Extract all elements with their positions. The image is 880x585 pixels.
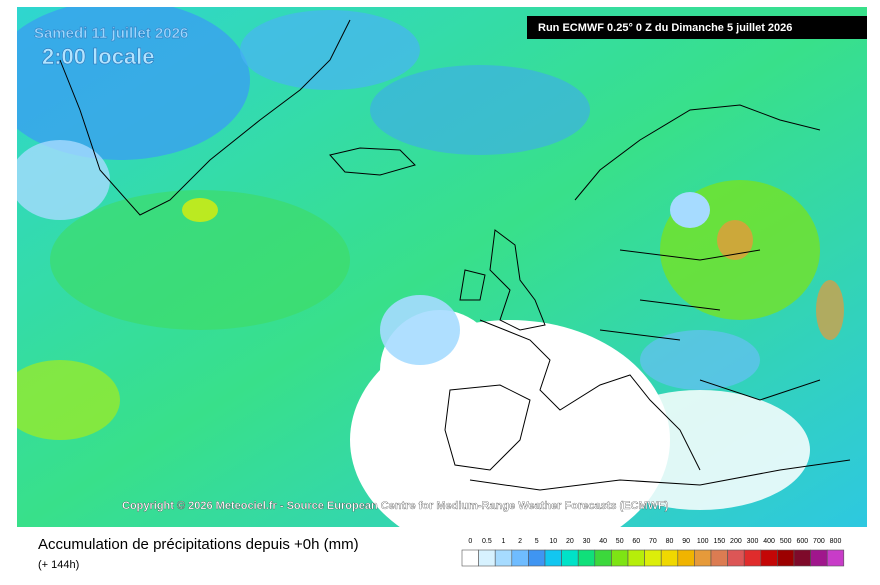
legend-swatch bbox=[561, 549, 579, 567]
legend-swatch bbox=[611, 549, 629, 567]
legend-swatch bbox=[528, 549, 546, 567]
legend-label: 40 bbox=[599, 538, 607, 545]
legend-label: 60 bbox=[632, 538, 640, 545]
map-date: Samedi 11 juillet 2026 bbox=[34, 25, 188, 42]
legend-swatch bbox=[478, 549, 496, 567]
legend-swatch bbox=[644, 549, 662, 567]
legend-label: 100 bbox=[697, 538, 709, 545]
legend-label: 150 bbox=[713, 538, 725, 545]
legend-label: 90 bbox=[682, 538, 690, 545]
legend-swatch bbox=[461, 549, 479, 567]
legend-swatch bbox=[694, 549, 712, 567]
legend-swatch bbox=[577, 549, 596, 567]
legend-swatch bbox=[511, 549, 529, 567]
legend-label: 600 bbox=[796, 538, 808, 545]
legend-swatch bbox=[777, 549, 795, 567]
legend-label: 300 bbox=[747, 538, 759, 545]
legend-label: 50 bbox=[616, 538, 624, 545]
legend-label: 400 bbox=[763, 538, 775, 545]
legend-label: 5 bbox=[535, 538, 539, 545]
legend-swatch bbox=[677, 549, 695, 567]
legend-swatch bbox=[710, 549, 728, 567]
legend-label: 80 bbox=[666, 538, 674, 545]
legend-label: 20 bbox=[566, 538, 574, 545]
copyright: Copyright © 2026 Meteociel.fr - Source E… bbox=[122, 500, 669, 512]
legend-swatch bbox=[760, 549, 778, 567]
legend-swatch bbox=[743, 549, 762, 567]
run-label-box bbox=[527, 16, 867, 39]
legend-label: 800 bbox=[830, 538, 842, 545]
legend-label: 1 bbox=[502, 538, 506, 545]
legend-swatch bbox=[793, 549, 811, 567]
legend-label: 500 bbox=[780, 538, 792, 545]
legend-swatch bbox=[627, 549, 645, 567]
legend-label: 70 bbox=[649, 538, 657, 545]
run-label: Run ECMWF 0.25° 0 Z du Dimanche 5 juille… bbox=[538, 22, 792, 34]
legend-label: 0.5 bbox=[482, 538, 492, 545]
legend-swatch bbox=[594, 549, 612, 567]
legend-swatch bbox=[494, 549, 513, 567]
caption-title: Accumulation de précipitations depuis +0… bbox=[38, 536, 359, 553]
legend-label: 700 bbox=[813, 538, 825, 545]
legend-swatch bbox=[810, 549, 828, 567]
legend: 0 0.5 1 2 5 10 20 30 40 50 60 70 80 90 100 150 200 300 400… bbox=[461, 538, 845, 567]
map-time: 2:00 locale bbox=[42, 44, 155, 69]
legend-label: 0 bbox=[468, 538, 472, 545]
legend-label: 30 bbox=[583, 538, 591, 545]
legend-swatch bbox=[727, 549, 745, 567]
legend-label: 10 bbox=[549, 538, 557, 545]
legend-swatch bbox=[544, 549, 562, 567]
map: Samedi 11 juillet 2026 2:00 locale Copyr… bbox=[17, 7, 867, 527]
legend-label: 200 bbox=[730, 538, 742, 545]
caption-subtitle: (+ 144h) bbox=[38, 559, 79, 571]
legend-swatch bbox=[826, 549, 845, 567]
legend-swatch bbox=[660, 549, 679, 567]
legend-label: 2 bbox=[518, 538, 522, 545]
